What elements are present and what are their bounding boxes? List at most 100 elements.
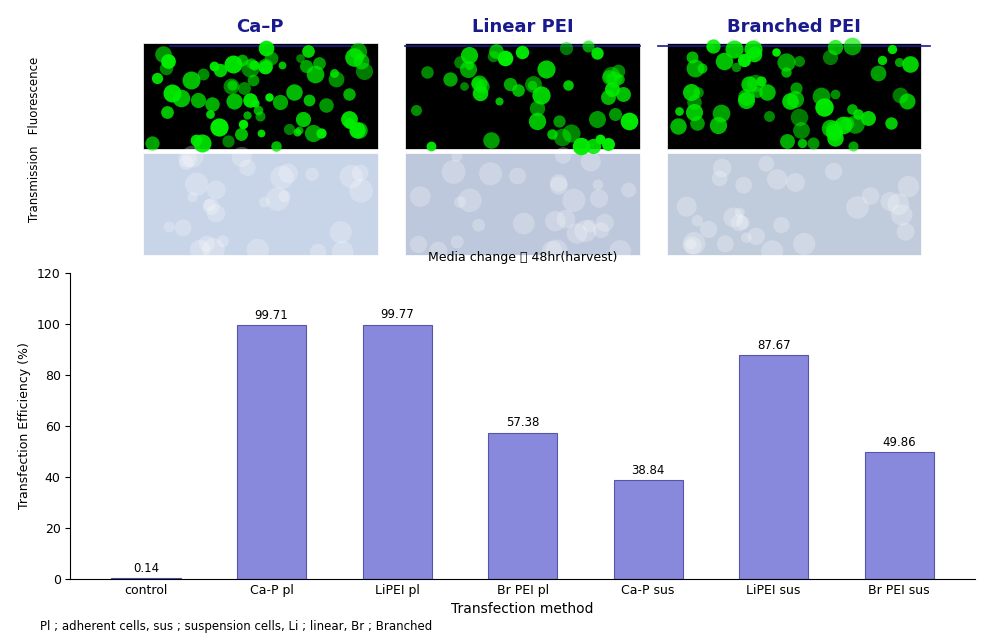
Point — [353, 56, 369, 66]
Point — [736, 180, 752, 190]
Point — [257, 43, 273, 53]
Point — [701, 41, 718, 52]
Point — [762, 111, 778, 121]
Point — [343, 172, 359, 182]
Point — [716, 57, 732, 67]
Point — [706, 41, 722, 51]
Point — [870, 68, 886, 78]
Text: Branched PEI: Branched PEI — [727, 18, 861, 36]
Point — [712, 174, 728, 184]
Point — [862, 191, 878, 201]
Point — [606, 74, 622, 84]
Text: 99.77: 99.77 — [380, 308, 414, 321]
Point — [849, 202, 865, 212]
Point — [610, 66, 626, 76]
Point — [687, 63, 704, 73]
Point — [607, 109, 623, 120]
Point — [462, 195, 478, 205]
Point — [620, 185, 636, 195]
Point — [233, 128, 249, 139]
Point — [245, 75, 261, 85]
Point — [407, 105, 423, 115]
Point — [670, 121, 686, 131]
Point — [511, 85, 527, 95]
Point — [615, 88, 631, 99]
Point — [714, 163, 730, 173]
Point — [158, 63, 174, 73]
Point — [144, 138, 160, 148]
Point — [827, 88, 843, 99]
Point — [497, 53, 514, 63]
Point — [774, 220, 790, 230]
Point — [621, 116, 637, 127]
Point — [764, 246, 780, 256]
Point — [211, 121, 227, 132]
Point — [269, 194, 285, 204]
Point — [835, 120, 851, 130]
Point — [178, 158, 194, 168]
Point — [289, 127, 306, 137]
Point — [563, 128, 579, 138]
Point — [199, 238, 215, 249]
Point — [350, 46, 366, 57]
Point — [732, 218, 748, 228]
Point — [449, 237, 465, 247]
Point — [787, 94, 803, 104]
Point — [491, 95, 508, 106]
Point — [194, 137, 210, 148]
Point — [745, 43, 761, 53]
Point — [739, 233, 755, 243]
Point — [882, 118, 898, 128]
Point — [600, 92, 616, 102]
Point — [180, 153, 196, 163]
Point — [246, 60, 262, 70]
Text: 38.84: 38.84 — [631, 464, 665, 477]
Point — [525, 79, 541, 89]
Point — [793, 125, 809, 135]
Point — [816, 102, 832, 112]
Point — [604, 84, 620, 94]
Point — [600, 139, 616, 149]
Point — [782, 95, 798, 106]
Point — [422, 141, 438, 151]
Point — [257, 62, 273, 73]
Point — [445, 167, 461, 177]
Point — [469, 78, 485, 88]
Point — [791, 112, 807, 122]
Point — [560, 80, 576, 90]
Point — [726, 43, 742, 53]
Point — [333, 227, 349, 237]
Point — [884, 44, 900, 54]
Point — [223, 81, 239, 91]
Bar — [405, 153, 640, 254]
Text: Linear PEI: Linear PEI — [471, 18, 574, 36]
Point — [684, 52, 700, 62]
Point — [173, 93, 189, 104]
Point — [220, 136, 236, 146]
Point — [738, 95, 754, 106]
Point — [805, 137, 821, 148]
Point — [252, 111, 268, 121]
Point — [292, 53, 309, 63]
Point — [882, 197, 898, 207]
Point — [859, 113, 875, 123]
Point — [686, 97, 702, 107]
Point — [185, 151, 201, 162]
Point — [235, 119, 251, 129]
Point — [738, 92, 754, 102]
Point — [551, 178, 567, 188]
Point — [189, 179, 205, 190]
Y-axis label: Transfection Efficiency (%): Transfection Efficiency (%) — [18, 342, 31, 509]
Point — [356, 66, 372, 76]
Point — [847, 119, 863, 129]
Point — [412, 191, 428, 202]
Point — [558, 214, 574, 224]
Bar — [143, 153, 378, 254]
Point — [250, 106, 266, 116]
Bar — [405, 43, 640, 149]
Point — [224, 59, 240, 69]
Bar — [667, 153, 921, 254]
Point — [353, 186, 369, 196]
Point — [688, 118, 705, 128]
Point — [183, 74, 199, 85]
